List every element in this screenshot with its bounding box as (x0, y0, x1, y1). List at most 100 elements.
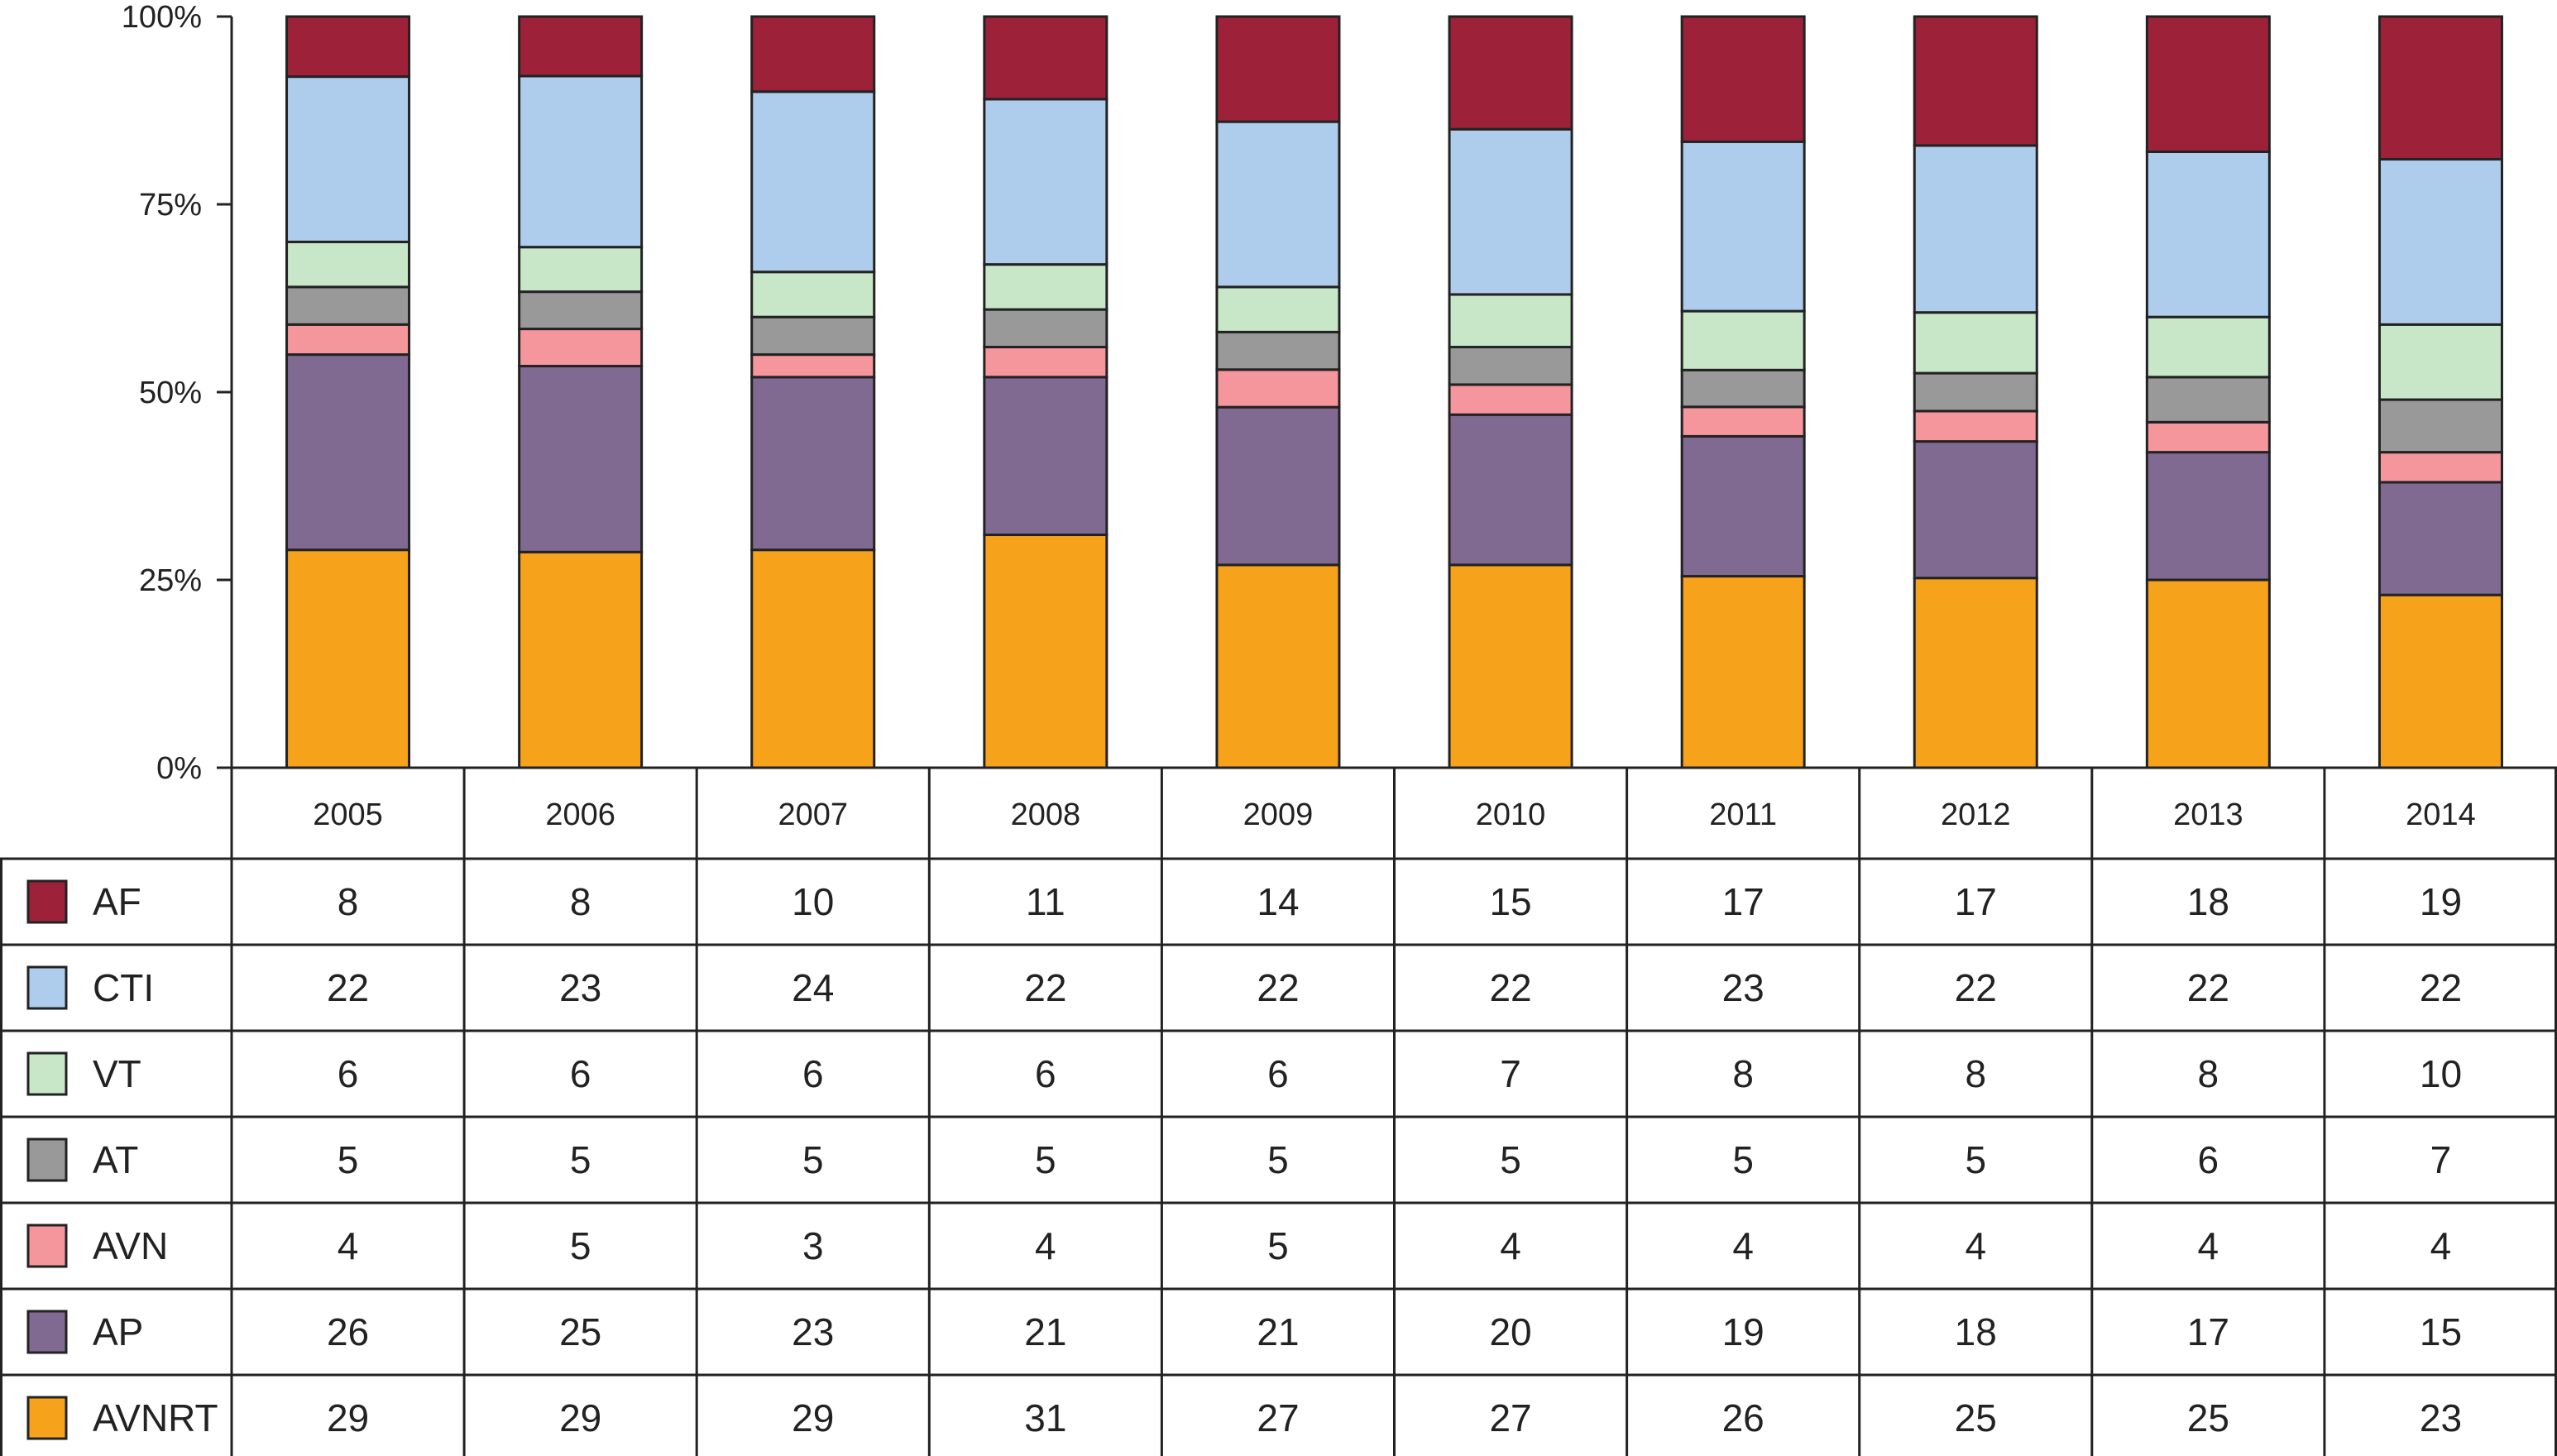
bar-segment-af-2010 (1448, 15, 1573, 131)
bar-segment-avnrt-2010 (1448, 563, 1573, 769)
data-label-ap-2010: 20 (1489, 1310, 1531, 1353)
category-label: 2005 (313, 797, 383, 832)
legend-label-ap: AP (93, 1310, 143, 1353)
bar-segment-vt-2009 (1215, 285, 1341, 333)
legend-label-cti: CTI (93, 966, 154, 1009)
data-label-af-2005: 8 (338, 880, 359, 923)
bar-segment-avnrt-2014 (2377, 593, 2503, 769)
category-label: 2007 (778, 797, 848, 832)
bar-segment-cti-2012 (1913, 144, 2038, 314)
data-label-at-2009: 5 (1267, 1138, 1289, 1181)
bar-segment-ap-2010 (1448, 413, 1573, 567)
data-label-avnrt-2006: 29 (559, 1396, 601, 1439)
bar-segment-avn-2012 (1913, 410, 2038, 443)
data-label-cti-2005: 22 (327, 966, 369, 1009)
bar-segment-ap-2005 (285, 353, 411, 552)
data-label-avnrt-2007: 29 (792, 1396, 834, 1439)
legend-label-at: AT (93, 1138, 138, 1181)
data-label-cti-2012: 22 (1955, 966, 1997, 1009)
data-label-avn-2009: 5 (1267, 1224, 1289, 1267)
category-label: 2006 (545, 797, 615, 832)
legend-swatch-ap (26, 1310, 68, 1354)
data-label-avn-2011: 4 (1732, 1224, 1754, 1267)
data-label-vt-2005: 6 (338, 1052, 359, 1095)
data-label-ap-2007: 23 (792, 1310, 834, 1353)
bar-segment-avn-2014 (2377, 451, 2503, 484)
bar-segment-vt-2010 (1448, 293, 1573, 349)
legend-swatch-cti (26, 965, 68, 1010)
y-tick-label: 50% (139, 376, 202, 410)
data-label-ap-2009: 21 (1257, 1310, 1299, 1353)
legend-swatch-avnrt (26, 1396, 68, 1440)
bar-segment-avnrt-2009 (1215, 563, 1341, 769)
data-label-af-2013: 18 (2187, 880, 2229, 923)
bar-segment-vt-2012 (1913, 311, 2038, 375)
bar-segment-at-2007 (750, 315, 876, 357)
bar-segment-cti-2005 (285, 75, 411, 243)
bar-segment-af-2011 (1680, 15, 1806, 143)
bar-segment-ap-2006 (518, 365, 644, 553)
bar-segment-cti-2011 (1680, 140, 1806, 313)
data-label-af-2010: 15 (1489, 880, 1531, 923)
legend-swatch-avn (26, 1224, 68, 1268)
bar-segment-vt-2013 (2145, 315, 2271, 379)
bar-segment-cti-2009 (1215, 120, 1341, 289)
data-label-at-2013: 6 (2198, 1138, 2219, 1181)
bar-segment-cti-2007 (750, 90, 876, 274)
bar-segment-avnrt-2008 (983, 534, 1109, 769)
data-label-vt-2009: 6 (1267, 1052, 1289, 1095)
legend-swatch-at (26, 1138, 68, 1182)
bar-segment-avnrt-2011 (1680, 575, 1806, 769)
data-label-cti-2007: 24 (792, 966, 834, 1009)
bar-segment-at-2006 (518, 290, 644, 331)
data-label-avnrt-2010: 27 (1489, 1396, 1531, 1439)
bar-segment-avn-2011 (1680, 405, 1806, 438)
category-label: 2012 (1941, 797, 2011, 832)
data-label-ap-2014: 15 (2420, 1310, 2462, 1353)
bar-segment-at-2008 (983, 308, 1109, 349)
data-label-af-2006: 8 (570, 880, 591, 923)
category-label: 2009 (1243, 797, 1314, 832)
data-label-at-2011: 5 (1732, 1138, 1754, 1181)
legend-label-avn: AVN (93, 1224, 168, 1267)
data-label-vt-2014: 10 (2420, 1052, 2462, 1095)
data-label-at-2006: 5 (570, 1138, 591, 1181)
data-label-at-2008: 5 (1035, 1138, 1056, 1181)
bar-segment-ap-2011 (1680, 434, 1806, 578)
legend-swatch-af (26, 879, 68, 924)
data-label-avn-2012: 4 (1965, 1224, 1986, 1267)
bar-segment-avn-2005 (285, 323, 411, 357)
data-label-vt-2006: 6 (570, 1052, 591, 1095)
bar-segment-cti-2008 (983, 98, 1109, 266)
category-label: 2013 (2173, 797, 2243, 832)
category-label: 2014 (2406, 797, 2476, 832)
data-label-at-2005: 5 (338, 1138, 359, 1181)
legend-label-af: AF (93, 880, 141, 923)
bar-segment-af-2007 (750, 15, 876, 93)
bar-segment-vt-2005 (285, 240, 411, 289)
data-label-avnrt-2012: 25 (1955, 1396, 1997, 1439)
data-label-af-2009: 14 (1257, 880, 1299, 923)
bar-segment-vt-2007 (750, 271, 876, 318)
bar-segment-vt-2011 (1680, 309, 1806, 371)
bar-segment-af-2006 (518, 15, 644, 78)
data-label-af-2014: 19 (2420, 880, 2462, 923)
data-label-avn-2010: 4 (1500, 1224, 1521, 1267)
bar-segment-avn-2010 (1448, 383, 1573, 416)
bar-segment-af-2013 (2145, 15, 2271, 153)
bar-segment-cti-2006 (518, 74, 644, 249)
data-label-ap-2012: 18 (1955, 1310, 1997, 1353)
data-label-ap-2008: 21 (1024, 1310, 1066, 1353)
data-label-af-2007: 10 (792, 880, 834, 923)
y-axis: 0% 25% 50% 75% 100% (122, 0, 233, 786)
bar-segment-cti-2014 (2377, 158, 2503, 326)
data-label-vt-2012: 8 (1965, 1052, 1986, 1095)
bar-segment-af-2009 (1215, 15, 1341, 123)
data-label-at-2010: 5 (1500, 1138, 1521, 1181)
data-label-avn-2014: 4 (2430, 1224, 2452, 1267)
bar-segment-at-2011 (1680, 368, 1806, 409)
data-label-avnrt-2013: 25 (2187, 1396, 2229, 1439)
bar-segment-avnrt-2006 (518, 550, 644, 769)
bar-segment-avnrt-2005 (285, 548, 411, 769)
